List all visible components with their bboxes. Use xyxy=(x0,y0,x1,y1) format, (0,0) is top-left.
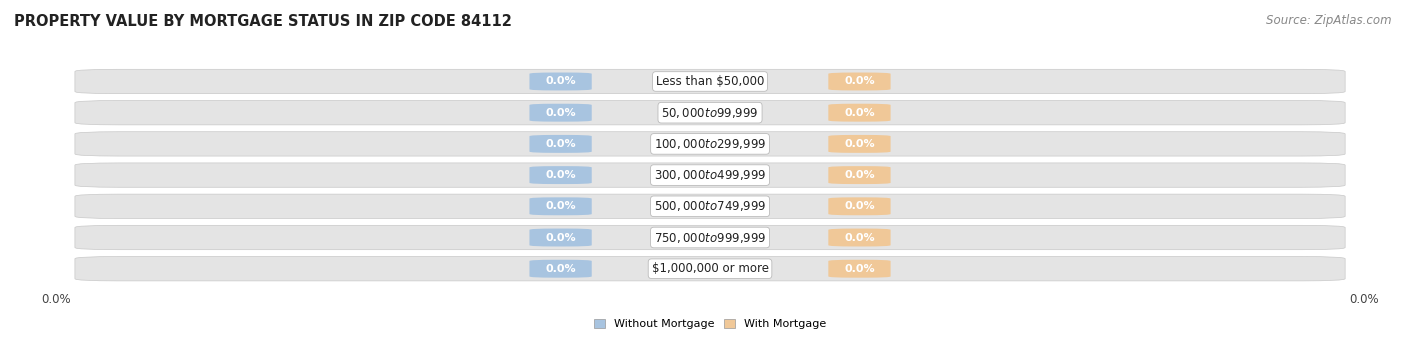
Text: $300,000 to $499,999: $300,000 to $499,999 xyxy=(654,168,766,182)
Text: 0.0%: 0.0% xyxy=(546,233,576,242)
FancyBboxPatch shape xyxy=(75,257,1346,281)
Text: $750,000 to $999,999: $750,000 to $999,999 xyxy=(654,231,766,244)
Text: 0.0%: 0.0% xyxy=(546,170,576,180)
Text: 0.0%: 0.0% xyxy=(844,264,875,274)
FancyBboxPatch shape xyxy=(75,69,1346,94)
FancyBboxPatch shape xyxy=(530,228,592,246)
Text: $100,000 to $299,999: $100,000 to $299,999 xyxy=(654,137,766,151)
Legend: Without Mortgage, With Mortgage: Without Mortgage, With Mortgage xyxy=(589,314,831,334)
FancyBboxPatch shape xyxy=(530,72,592,90)
Text: 0.0%: 0.0% xyxy=(546,139,576,149)
FancyBboxPatch shape xyxy=(75,194,1346,219)
FancyBboxPatch shape xyxy=(530,260,592,278)
Text: 0.0%: 0.0% xyxy=(546,201,576,211)
Text: $50,000 to $99,999: $50,000 to $99,999 xyxy=(661,106,759,120)
Text: 0.0%: 0.0% xyxy=(844,233,875,242)
FancyBboxPatch shape xyxy=(75,163,1346,187)
Text: 0.0%: 0.0% xyxy=(546,76,576,86)
FancyBboxPatch shape xyxy=(828,135,890,153)
Text: 0.0%: 0.0% xyxy=(844,108,875,118)
FancyBboxPatch shape xyxy=(828,166,890,184)
FancyBboxPatch shape xyxy=(530,166,592,184)
FancyBboxPatch shape xyxy=(828,260,890,278)
FancyBboxPatch shape xyxy=(828,104,890,122)
FancyBboxPatch shape xyxy=(75,132,1346,156)
FancyBboxPatch shape xyxy=(75,225,1346,250)
Text: 0.0%: 0.0% xyxy=(546,108,576,118)
Text: 0.0%: 0.0% xyxy=(844,76,875,86)
FancyBboxPatch shape xyxy=(828,228,890,246)
Text: 0.0%: 0.0% xyxy=(844,201,875,211)
FancyBboxPatch shape xyxy=(828,197,890,215)
Text: 0.0%: 0.0% xyxy=(844,139,875,149)
FancyBboxPatch shape xyxy=(75,101,1346,125)
Text: $500,000 to $749,999: $500,000 to $749,999 xyxy=(654,199,766,213)
Text: Less than $50,000: Less than $50,000 xyxy=(655,75,765,88)
Text: PROPERTY VALUE BY MORTGAGE STATUS IN ZIP CODE 84112: PROPERTY VALUE BY MORTGAGE STATUS IN ZIP… xyxy=(14,14,512,29)
Text: Source: ZipAtlas.com: Source: ZipAtlas.com xyxy=(1267,14,1392,27)
Text: $1,000,000 or more: $1,000,000 or more xyxy=(651,262,769,275)
Text: 0.0%: 0.0% xyxy=(844,170,875,180)
FancyBboxPatch shape xyxy=(530,135,592,153)
FancyBboxPatch shape xyxy=(530,104,592,122)
FancyBboxPatch shape xyxy=(530,197,592,215)
FancyBboxPatch shape xyxy=(828,72,890,90)
Text: 0.0%: 0.0% xyxy=(546,264,576,274)
